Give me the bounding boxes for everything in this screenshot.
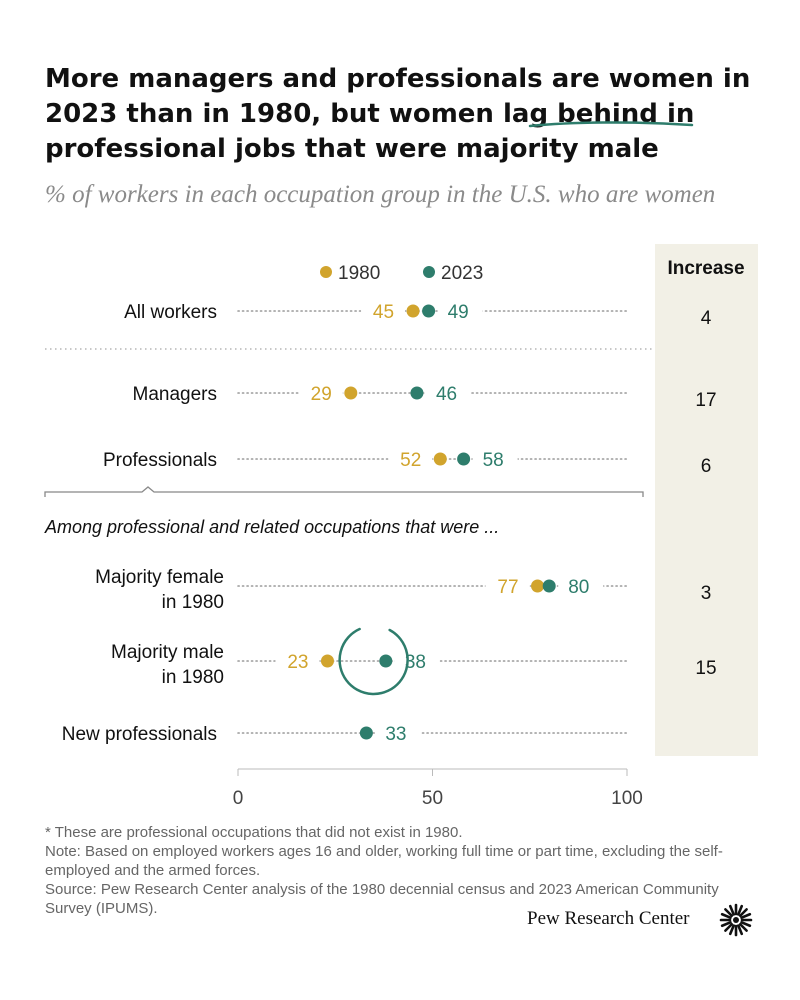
row-label: Managers: [133, 384, 218, 405]
value-label-1980: 52: [400, 450, 421, 471]
legend-2023-label: 2023: [441, 263, 483, 284]
logo-ray: [736, 924, 744, 936]
row-label: Majority male: [111, 642, 224, 663]
title-underline: [528, 121, 694, 128]
value-label-1980: 45: [373, 302, 394, 323]
note: Note: Based on employed workers ages 16 …: [45, 843, 723, 879]
value-label-2023: 58: [483, 450, 504, 471]
increase-value: 6: [701, 456, 712, 477]
label-gap: [361, 301, 406, 321]
x-tick-label: 100: [611, 788, 643, 809]
source: Source: Pew Research Center analysis of …: [45, 881, 719, 917]
label-gap: [388, 449, 433, 469]
increase-value: 17: [695, 390, 716, 411]
value-label-1980: 29: [311, 384, 332, 405]
value-label-2023: 46: [436, 384, 457, 405]
logo-ray: [740, 920, 752, 928]
group-bracket: [44, 486, 644, 497]
group-heading: Among professional and related occupatio…: [44, 517, 499, 537]
label-gap: [558, 576, 604, 596]
label-gap: [375, 723, 421, 743]
dot-1980: [406, 304, 420, 318]
legend-1980-label: 1980: [338, 263, 380, 284]
dot-plot-chart: Increase 1980 2023 Among professional and r…: [44, 121, 758, 809]
dot-2023: [379, 654, 393, 668]
value-label-2023: 80: [568, 577, 589, 598]
footnote: * These are professional occupations tha…: [45, 824, 463, 841]
chart-title: More managers and professionals are wome…: [45, 62, 765, 167]
value-label-2023: 33: [385, 724, 406, 745]
legend-2023-dot: [423, 266, 435, 278]
logo-ray: [740, 912, 752, 920]
chart-layer: Increase 1980 2023 Among professional and r…: [44, 244, 758, 809]
title-part-2: in professional jobs that were majority …: [45, 99, 695, 164]
increase-value: 4: [701, 308, 712, 329]
dot-2023: [422, 304, 436, 318]
title-part-1: More managers and professionals are wome…: [45, 64, 751, 129]
dot-1980: [344, 386, 358, 400]
dot-2023: [457, 452, 471, 466]
dot-2023: [542, 579, 556, 593]
sunburst-logo-icon: [719, 903, 753, 937]
row-label: in 1980: [162, 667, 224, 688]
label-gap: [275, 651, 320, 671]
label-gap: [472, 449, 518, 469]
row-label: All workers: [124, 302, 217, 323]
x-tick-label: 50: [422, 788, 443, 809]
increase-value: 15: [695, 658, 716, 679]
row-label: in 1980: [162, 592, 224, 613]
label-gap: [485, 576, 530, 596]
logo-ray: [720, 920, 732, 928]
highlight-circle: [338, 627, 409, 696]
dot-2023: [410, 386, 424, 400]
dot-2023: [359, 726, 373, 740]
dot-1980: [531, 579, 545, 593]
chart-subtitle: % of workers in each occupation group in…: [45, 181, 716, 208]
row-label: Majority female: [95, 567, 224, 588]
dot-1980: [433, 452, 447, 466]
row-label: Professionals: [103, 450, 217, 471]
logo-ray: [738, 908, 748, 918]
value-label-2023: 38: [405, 652, 426, 673]
brand-name: Pew Research Center: [527, 908, 690, 929]
legend-1980-dot: [320, 266, 332, 278]
chart-footer: * These are professional occupations tha…: [45, 823, 765, 918]
increase-header: Increase: [667, 258, 744, 279]
logo-ray: [738, 922, 748, 932]
logo-ray: [736, 904, 744, 916]
logo-ray: [720, 912, 732, 920]
logo-ray: [724, 922, 734, 932]
label-gap: [437, 301, 483, 321]
dot-1980: [320, 654, 334, 668]
title-highlight: lag behind: [503, 99, 658, 129]
increase-value: 3: [701, 583, 712, 604]
value-label-1980: 77: [497, 577, 518, 598]
label-gap: [298, 383, 343, 403]
logo-ray: [728, 904, 736, 916]
value-label-2023: 49: [448, 302, 469, 323]
logo-ray: [728, 924, 736, 936]
x-tick-label: 0: [233, 788, 244, 809]
label-gap: [425, 383, 471, 403]
increase-column-bg: [655, 244, 758, 756]
logo-ray: [724, 908, 734, 918]
value-label-1980: 23: [287, 652, 308, 673]
row-label: New professionals: [62, 724, 217, 745]
